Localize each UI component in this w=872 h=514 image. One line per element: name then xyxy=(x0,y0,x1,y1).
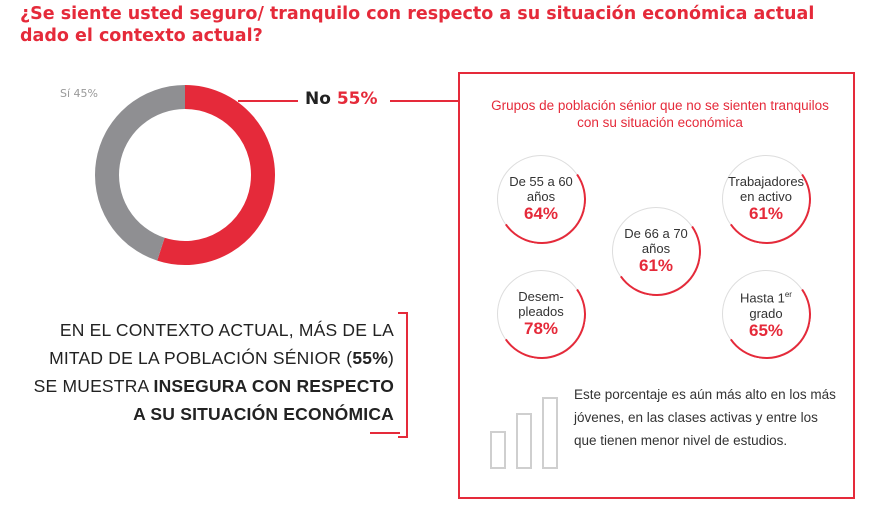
group-bubble-55-60: De 55 a 60 años 64% xyxy=(497,155,585,243)
senior-groups-panel xyxy=(458,72,855,499)
no-value: 55% xyxy=(336,89,378,109)
si-name: Sí xyxy=(60,87,71,100)
summary-line-2: MITAD DE LA POBLACIÓN SÉNIOR (55%) xyxy=(49,348,394,368)
group-bubble-desempleados: Desem-pleados 78% xyxy=(497,270,585,358)
question-title: ¿Se siente usted seguro/ tranquilo con r… xyxy=(20,4,815,46)
summary-bracket xyxy=(398,312,408,438)
summary-statement: EN EL CONTEXTO ACTUAL, MÁS DE LA MITAD D… xyxy=(20,316,394,428)
donut-chart xyxy=(95,85,275,265)
footnote-text: Este porcentaje es aún más alto en los m… xyxy=(574,387,836,448)
si-label: Sí 45% xyxy=(60,87,98,100)
group-value: 61% xyxy=(748,204,784,223)
group-value: 64% xyxy=(523,204,559,223)
no-label: No 55% xyxy=(305,89,378,109)
group-value: 61% xyxy=(638,256,674,275)
panel-connector-line xyxy=(390,100,458,102)
donut-slice-no xyxy=(157,85,275,265)
summary-line-3: SE MUESTRA INSEGURA CON RESPECTO xyxy=(33,376,394,396)
no-leader-line xyxy=(238,100,298,102)
group-label: Trabajadores en activo xyxy=(727,174,805,204)
group-label: De 66 a 70 años xyxy=(624,226,688,256)
no-name: No xyxy=(305,89,331,109)
group-label: Desem-pleados xyxy=(518,289,564,319)
group-bubble-66-70: De 66 a 70 años 61% xyxy=(612,207,700,295)
group-value: 78% xyxy=(523,319,559,338)
group-value: 65% xyxy=(748,320,784,340)
group-bubble-trabajadores: Trabajadores en activo 61% xyxy=(722,155,810,243)
group-label: De 55 a 60 años xyxy=(509,174,573,204)
bar-chart-icon xyxy=(490,397,558,469)
summary-line-1: EN EL CONTEXTO ACTUAL, MÁS DE LA xyxy=(59,320,394,340)
panel-title: Grupos de población sénior que no se sie… xyxy=(491,98,829,130)
summary-underline xyxy=(370,432,400,434)
si-value: 45% xyxy=(73,87,98,100)
group-bubble-primer-grado: Hasta 1er grado 65% xyxy=(722,270,810,358)
donut-slice-s xyxy=(95,85,186,261)
group-label: Hasta 1er grado xyxy=(740,290,792,321)
summary-line-4: A SU SITUACIÓN ECONÓMICA xyxy=(133,404,394,424)
